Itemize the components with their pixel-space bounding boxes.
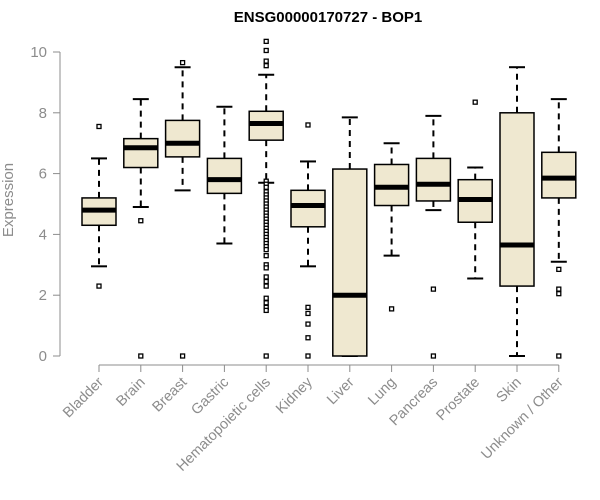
outlier-point (263, 300, 269, 306)
outlier-point (472, 99, 478, 105)
outlier-point (305, 353, 311, 359)
outlier-point (305, 310, 311, 317)
x-tick-label: Prostate (434, 375, 483, 424)
outlier-point (305, 335, 311, 341)
y-tick-label: 6 (39, 166, 47, 183)
box-skin (499, 66, 535, 357)
box-iqr (123, 137, 159, 169)
outlier-point (305, 122, 311, 128)
outlier-point (556, 286, 562, 292)
box-iqr (164, 119, 201, 158)
box-breast (164, 59, 201, 359)
y-tick-label: 0 (39, 348, 47, 365)
box-gastric (206, 105, 243, 245)
outlier-point (179, 353, 186, 359)
y-axis-label: Expression (0, 163, 17, 237)
outlier-point (179, 59, 186, 66)
box-kidney (290, 122, 326, 359)
outlier-point (430, 353, 437, 359)
x-tick-label: Breast (149, 375, 190, 416)
outlier-point (556, 291, 562, 297)
box-iqr (290, 189, 326, 228)
y-tick-label: 8 (39, 105, 47, 122)
box-liver (332, 116, 368, 357)
x-tick-label: Bladder (60, 374, 107, 421)
x-tick-label: Brain (113, 375, 148, 410)
outlier-point (305, 321, 311, 327)
outlier-point (138, 218, 144, 224)
outlier-point (263, 38, 269, 45)
box-bladder (81, 123, 117, 289)
box-hematopoietic-cells (248, 38, 284, 359)
y-tick-label: 10 (30, 44, 47, 61)
y-tick-label: 2 (39, 287, 47, 304)
x-tick-label: Kidney (273, 374, 316, 417)
outlier-point (263, 184, 269, 190)
outlier-point (556, 266, 562, 273)
outlier-point (263, 58, 269, 64)
outlier-point (263, 274, 269, 280)
outlier-point (263, 278, 269, 285)
box-iqr (415, 157, 452, 202)
chart-title: ENSG00000170727 - BOP1 (234, 9, 422, 26)
outlier-point (430, 286, 437, 292)
outlier-point (556, 353, 562, 359)
outlier-point (138, 353, 144, 359)
outlier-point (263, 307, 269, 314)
box-lung (373, 142, 410, 312)
outlier-point (388, 306, 395, 312)
box-unknown-other (541, 98, 577, 359)
box-group (81, 38, 577, 359)
box-iqr (541, 151, 577, 199)
outlier-point (96, 123, 102, 130)
outlier-point (263, 353, 269, 359)
x-tick-label: Liver (324, 374, 358, 408)
y-tick-label: 4 (39, 226, 47, 243)
box-iqr (332, 168, 368, 357)
outlier-point (305, 304, 311, 311)
outlier-point (96, 283, 102, 289)
outlier-point (263, 283, 269, 289)
outlier-point (263, 47, 269, 54)
box-iqr (499, 112, 535, 287)
outlier-point (263, 246, 269, 253)
x-tick-label: Skin (494, 375, 525, 406)
box-pancreas (415, 114, 452, 359)
outlier-point (263, 253, 269, 259)
outlier-point (263, 63, 269, 69)
box-brain (123, 98, 159, 359)
x-tick-label: Lung (365, 375, 399, 409)
box-prostate (457, 99, 493, 280)
outlier-point (263, 265, 269, 271)
outlier-point (263, 295, 269, 301)
box-iqr (206, 157, 243, 195)
y-axis: 0 2 4 6 8 10 (30, 44, 61, 365)
